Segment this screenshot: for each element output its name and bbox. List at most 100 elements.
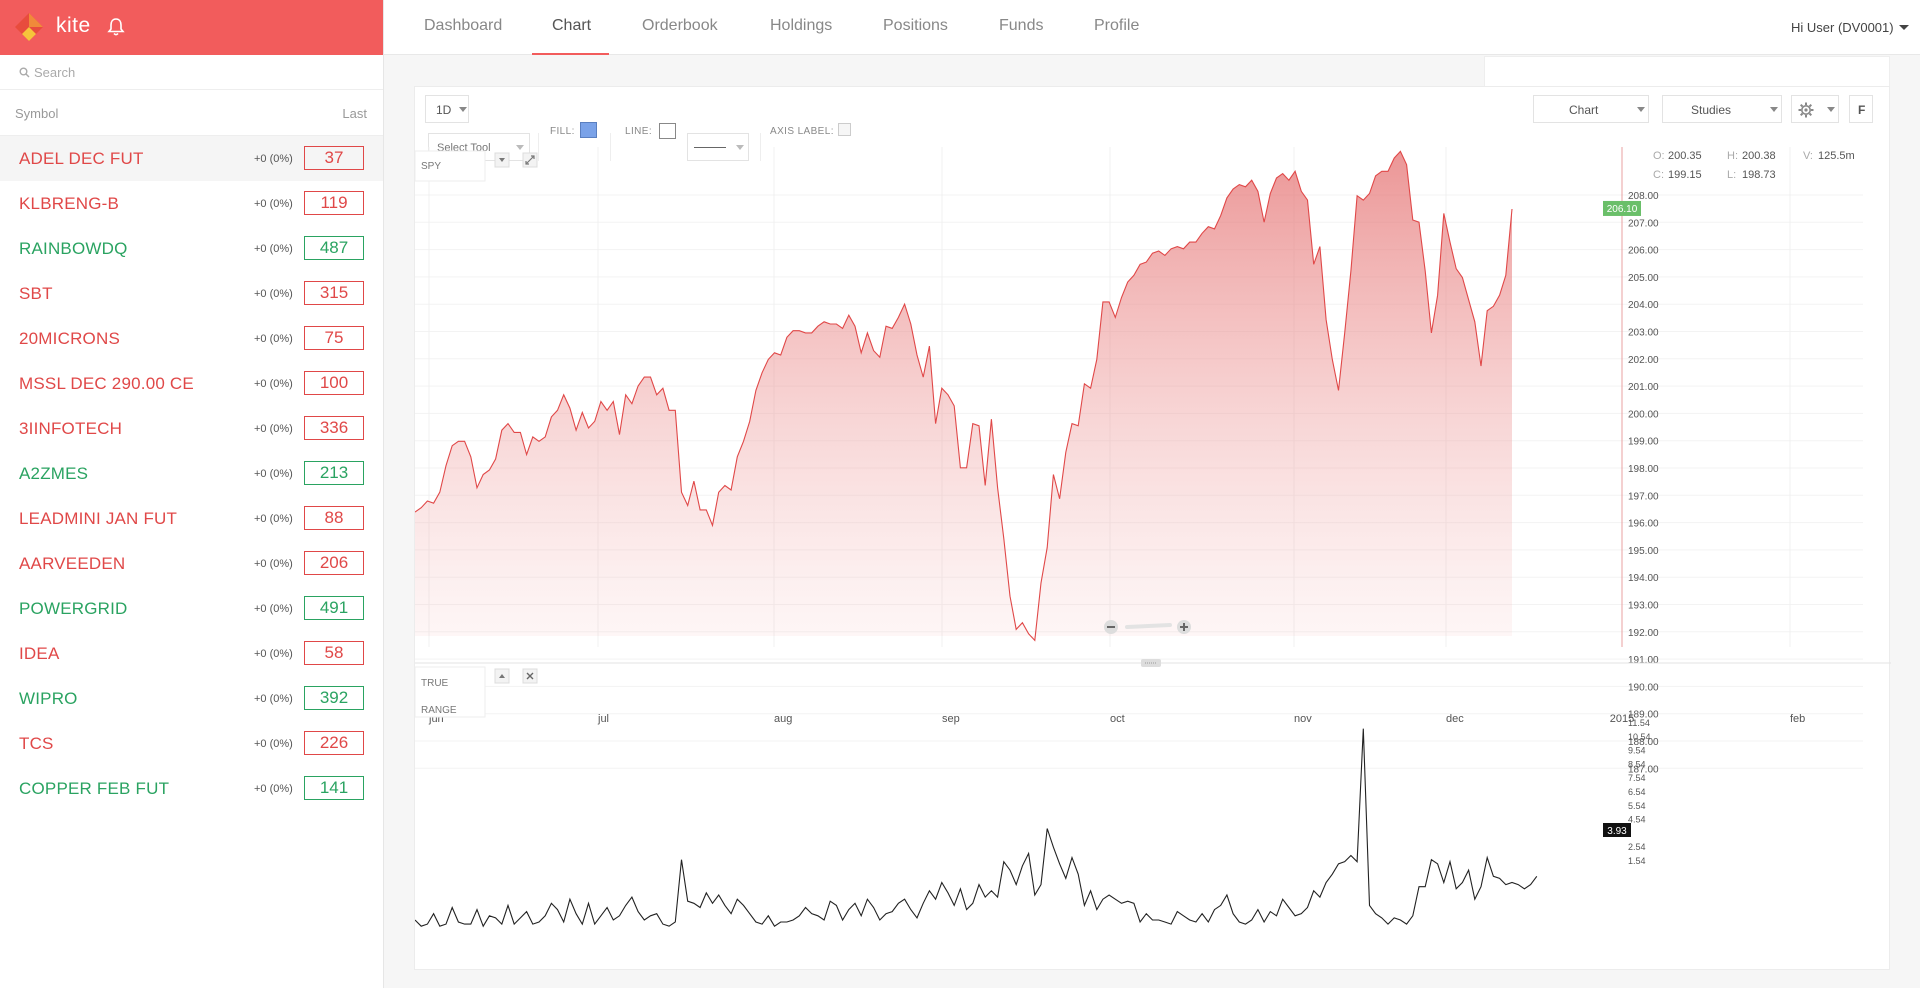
interval-value: 1D [436, 103, 452, 117]
line-style-dropdown[interactable] [687, 133, 749, 161]
watchlist-row[interactable]: WIPRO +0 (0%) 392 [0, 676, 383, 721]
y-axis-tick-label: 204.00 [1628, 300, 1659, 311]
current-study-tag [1603, 823, 1631, 837]
kite-logo-icon[interactable] [14, 12, 44, 42]
watchlist: ADEL DEC FUT +0 (0%) 37 KLBRENG-B +0 (0%) 119… [0, 136, 383, 811]
y-axis-tick-label: 205.00 [1628, 273, 1659, 284]
watchlist-row[interactable]: COPPER FEB FUT +0 (0%) 141 [0, 766, 383, 811]
y-axis-tick-label: 191.00 [1628, 655, 1659, 666]
watchlist-row[interactable]: IDEA +0 (0%) 58 [0, 631, 383, 676]
axis-label-label: AXIS LABEL: [770, 126, 834, 137]
watchlist-last-price: 336 [304, 416, 364, 440]
watchlist-last-price: 226 [304, 731, 364, 755]
studies-label: Studies [1691, 103, 1732, 117]
watchlist-last-price: 141 [304, 776, 364, 800]
watchlist-symbol: TCS [19, 734, 54, 753]
study-axis-tick-label: 1.54 [1628, 856, 1646, 866]
fill-color-swatch[interactable] [580, 122, 597, 138]
watchlist-change: +0 (0%) [254, 378, 293, 390]
watchlist-symbol: WIPRO [19, 689, 78, 708]
watchlist-row[interactable]: RAINBOWDQ +0 (0%) 487 [0, 226, 383, 271]
y-axis-tick-label: 192.00 [1628, 628, 1659, 639]
chart-card: 1D Chart Studies F Select Tool FILL: [414, 86, 1891, 971]
settings-menu[interactable] [1791, 95, 1839, 123]
watchlist-row[interactable]: A2ZMES +0 (0%) 213 [0, 451, 383, 496]
study-label-line2: RANGE [421, 705, 457, 716]
watchlist-row[interactable]: AARVEEDEN +0 (0%) 206 [0, 541, 383, 586]
price-line [415, 150, 1513, 642]
watchlist-row[interactable]: ADEL DEC FUT +0 (0%) 37 [0, 136, 383, 181]
watchlist-row[interactable]: SBT +0 (0%) 315 [0, 271, 383, 316]
watchlist-change: +0 (0%) [254, 693, 293, 705]
watchlist-row[interactable]: 20MICRONS +0 (0%) 75 [0, 316, 383, 361]
line-color-swatch[interactable] [659, 123, 676, 139]
studies-menu[interactable]: Studies [1662, 95, 1782, 123]
search-icon [19, 67, 30, 78]
y-axis-tick-label: 200.00 [1628, 409, 1659, 420]
watchlist-change: +0 (0%) [254, 468, 293, 480]
study-axis-tick-label: 6.54 [1628, 787, 1646, 797]
nav-funds[interactable]: Funds [999, 17, 1044, 34]
fill-label: FILL: [550, 126, 575, 137]
watchlist-row[interactable]: POWERGRID +0 (0%) 491 [0, 586, 383, 631]
y-axis-tick-label: 193.00 [1628, 601, 1659, 612]
ohlc-low-label: L: [1727, 169, 1737, 181]
watchlist-last-price: 487 [304, 236, 364, 260]
watchlist-symbol: COPPER FEB FUT [19, 779, 170, 798]
toolbar-divider [538, 133, 539, 161]
bell-icon[interactable] [106, 17, 126, 37]
x-axis-tick-label: 2015 [1610, 713, 1634, 725]
line-style-preview [694, 147, 726, 148]
axis-label-checkbox[interactable] [838, 123, 851, 136]
y-axis-tick-label: 189.00 [1628, 710, 1659, 721]
watchlist-change: +0 (0%) [254, 783, 293, 795]
expand-icon [525, 155, 535, 165]
watchlist-header-symbol: Symbol [15, 106, 59, 121]
nav-holdings[interactable]: Holdings [770, 17, 833, 34]
settings-caret-icon [1827, 107, 1835, 112]
line-label: LINE: [625, 126, 653, 137]
watchlist-row[interactable]: KLBRENG-B +0 (0%) 119 [0, 181, 383, 226]
zoom-in-plus [1180, 623, 1188, 631]
watchlist-last-price: 392 [304, 686, 364, 710]
interval-select[interactable]: 1D [425, 95, 469, 123]
watchlist-change: +0 (0%) [254, 513, 293, 525]
current-price-label: 206.10 [1607, 204, 1638, 215]
watchlist-row[interactable]: LEADMINI JAN FUT +0 (0%) 88 [0, 496, 383, 541]
top-nav: Dashboard Chart Orderbook Holdings Posit… [384, 0, 1920, 55]
fullscreen-button[interactable]: F [1849, 95, 1873, 123]
watchlist-change: +0 (0%) [254, 333, 293, 345]
watchlist-row[interactable]: MSSL DEC 290.00 CE +0 (0%) 100 [0, 361, 383, 406]
nav-orderbook[interactable]: Orderbook [642, 17, 718, 34]
user-menu[interactable]: Hi User (DV0001) [1791, 20, 1894, 35]
watchlist-row[interactable]: TCS +0 (0%) 226 [0, 721, 383, 766]
sidebar: kite Symbol Last ADEL DEC FUT +0 (0%) 37 KL… [0, 0, 384, 988]
y-axis-tick-label: 203.00 [1628, 328, 1659, 339]
nav-profile[interactable]: Profile [1094, 17, 1140, 34]
nav-positions[interactable]: Positions [883, 17, 948, 34]
watchlist-symbol: 3IINFOTECH [19, 419, 123, 438]
y-axis-tick-label: 208.00 [1628, 191, 1659, 202]
study-label-box [415, 666, 486, 718]
interval-caret-icon [459, 107, 467, 112]
studies-caret-icon [1770, 107, 1778, 112]
zoom-slider[interactable] [1125, 623, 1172, 629]
ohlc-high-label: H: [1727, 150, 1738, 162]
y-axis-tick-label: 194.00 [1628, 573, 1659, 584]
nav-chart[interactable]: Chart [552, 17, 592, 34]
price-chart[interactable]: 208.00 207.00 206.00 205.00 204.00 203.00 202.… [415, 87, 1891, 971]
study-axis-tick-label: 4.54 [1628, 815, 1646, 825]
study-axis-tick-label: 5.54 [1628, 801, 1646, 811]
watchlist-symbol: A2ZMES [19, 464, 89, 483]
watchlist-change: +0 (0%) [254, 198, 293, 210]
study-axis-tick-label: 2.54 [1628, 842, 1646, 852]
ohlc-volume-value: 125.5m [1818, 150, 1855, 162]
chart-type-menu[interactable]: Chart [1533, 95, 1649, 123]
search-input[interactable] [34, 61, 364, 83]
y-axis-tick-label: 187.00 [1628, 764, 1659, 775]
nav-dashboard[interactable]: Dashboard [424, 17, 503, 34]
watchlist-symbol: KLBRENG-B [19, 194, 120, 213]
watchlist-row[interactable]: 3IINFOTECH +0 (0%) 336 [0, 406, 383, 451]
x-axis-tick-label: dec [1446, 713, 1464, 725]
user-menu-caret-icon[interactable] [1899, 25, 1909, 30]
